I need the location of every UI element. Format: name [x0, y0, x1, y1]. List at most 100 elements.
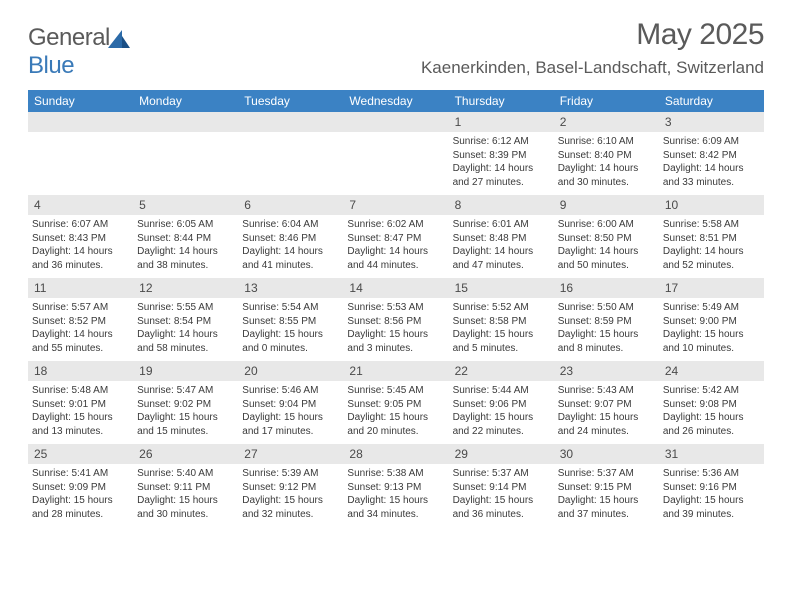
day-cell: 14Sunrise: 5:53 AMSunset: 8:56 PMDayligh…: [343, 278, 448, 361]
sunrise-line: Sunrise: 5:46 AM: [242, 384, 339, 398]
daylight-line-1: Daylight: 14 hours: [137, 328, 234, 342]
day-cell: 11Sunrise: 5:57 AMSunset: 8:52 PMDayligh…: [28, 278, 133, 361]
day-number: 8: [449, 195, 554, 215]
sunset-line: Sunset: 9:04 PM: [242, 398, 339, 412]
weekday-header: Wednesday: [343, 90, 448, 112]
day-number: 6: [238, 195, 343, 215]
sunset-line: Sunset: 8:51 PM: [663, 232, 760, 246]
day-content: Sunrise: 6:02 AMSunset: 8:47 PMDaylight:…: [343, 215, 448, 278]
day-number: [28, 112, 133, 132]
day-content: Sunrise: 5:58 AMSunset: 8:51 PMDaylight:…: [659, 215, 764, 278]
weekday-header: Saturday: [659, 90, 764, 112]
day-number: 17: [659, 278, 764, 298]
daylight-line-2: and 58 minutes.: [137, 342, 234, 356]
daylight-line-2: and 36 minutes.: [32, 259, 129, 273]
sunrise-line: Sunrise: 5:45 AM: [347, 384, 444, 398]
daylight-line-2: and 30 minutes.: [137, 508, 234, 522]
day-content: Sunrise: 6:00 AMSunset: 8:50 PMDaylight:…: [554, 215, 659, 278]
weekday-header: Thursday: [449, 90, 554, 112]
day-content: Sunrise: 5:44 AMSunset: 9:06 PMDaylight:…: [449, 381, 554, 444]
day-content: Sunrise: 5:50 AMSunset: 8:59 PMDaylight:…: [554, 298, 659, 361]
day-number: 26: [133, 444, 238, 464]
day-content: Sunrise: 5:41 AMSunset: 9:09 PMDaylight:…: [28, 464, 133, 527]
day-cell: 20Sunrise: 5:46 AMSunset: 9:04 PMDayligh…: [238, 361, 343, 444]
sunset-line: Sunset: 9:11 PM: [137, 481, 234, 495]
daylight-line-2: and 24 minutes.: [558, 425, 655, 439]
day-number: 21: [343, 361, 448, 381]
calendar-page: General Blue May 2025 Kaenerkinden, Base…: [0, 0, 792, 537]
day-cell: 22Sunrise: 5:44 AMSunset: 9:06 PMDayligh…: [449, 361, 554, 444]
day-cell: 7Sunrise: 6:02 AMSunset: 8:47 PMDaylight…: [343, 195, 448, 278]
sunrise-line: Sunrise: 5:47 AM: [137, 384, 234, 398]
sunrise-line: Sunrise: 5:55 AM: [137, 301, 234, 315]
logo-triangle-icon: [108, 27, 130, 45]
sunset-line: Sunset: 8:59 PM: [558, 315, 655, 329]
day-content: [133, 132, 238, 194]
day-number: 14: [343, 278, 448, 298]
day-content: Sunrise: 5:37 AMSunset: 9:15 PMDaylight:…: [554, 464, 659, 527]
daylight-line-1: Daylight: 15 hours: [347, 494, 444, 508]
day-cell: 13Sunrise: 5:54 AMSunset: 8:55 PMDayligh…: [238, 278, 343, 361]
sunrise-line: Sunrise: 6:01 AM: [453, 218, 550, 232]
daylight-line-1: Daylight: 15 hours: [32, 494, 129, 508]
day-cell: 24Sunrise: 5:42 AMSunset: 9:08 PMDayligh…: [659, 361, 764, 444]
daylight-line-1: Daylight: 15 hours: [453, 411, 550, 425]
sunrise-line: Sunrise: 5:38 AM: [347, 467, 444, 481]
month-title: May 2025: [421, 18, 764, 52]
brand-text: General Blue: [28, 24, 130, 80]
day-content: [28, 132, 133, 194]
day-cell: 23Sunrise: 5:43 AMSunset: 9:07 PMDayligh…: [554, 361, 659, 444]
day-content: Sunrise: 6:07 AMSunset: 8:43 PMDaylight:…: [28, 215, 133, 278]
sunrise-line: Sunrise: 5:52 AM: [453, 301, 550, 315]
daylight-line-1: Daylight: 15 hours: [242, 411, 339, 425]
day-cell: 6Sunrise: 6:04 AMSunset: 8:46 PMDaylight…: [238, 195, 343, 278]
sunrise-line: Sunrise: 5:49 AM: [663, 301, 760, 315]
day-content: Sunrise: 6:05 AMSunset: 8:44 PMDaylight:…: [133, 215, 238, 278]
day-number: 10: [659, 195, 764, 215]
daylight-line-2: and 41 minutes.: [242, 259, 339, 273]
day-cell: 1Sunrise: 6:12 AMSunset: 8:39 PMDaylight…: [449, 112, 554, 195]
day-content: Sunrise: 6:04 AMSunset: 8:46 PMDaylight:…: [238, 215, 343, 278]
daylight-line-1: Daylight: 15 hours: [558, 494, 655, 508]
sunrise-line: Sunrise: 6:09 AM: [663, 135, 760, 149]
sunrise-line: Sunrise: 5:36 AM: [663, 467, 760, 481]
day-content: [238, 132, 343, 194]
day-content: Sunrise: 5:38 AMSunset: 9:13 PMDaylight:…: [343, 464, 448, 527]
day-number: 24: [659, 361, 764, 381]
sunset-line: Sunset: 8:42 PM: [663, 149, 760, 163]
weekday-header-row: SundayMondayTuesdayWednesdayThursdayFrid…: [28, 90, 764, 112]
day-cell: [343, 112, 448, 195]
day-content: Sunrise: 5:57 AMSunset: 8:52 PMDaylight:…: [28, 298, 133, 361]
weeks-container: 1Sunrise: 6:12 AMSunset: 8:39 PMDaylight…: [28, 112, 764, 527]
sunset-line: Sunset: 9:00 PM: [663, 315, 760, 329]
sunset-line: Sunset: 9:08 PM: [663, 398, 760, 412]
location-text: Kaenerkinden, Basel-Landschaft, Switzerl…: [421, 58, 764, 78]
sunrise-line: Sunrise: 5:37 AM: [453, 467, 550, 481]
daylight-line-1: Daylight: 15 hours: [558, 328, 655, 342]
daylight-line-2: and 32 minutes.: [242, 508, 339, 522]
daylight-line-2: and 37 minutes.: [558, 508, 655, 522]
sunrise-line: Sunrise: 5:50 AM: [558, 301, 655, 315]
sunrise-line: Sunrise: 6:07 AM: [32, 218, 129, 232]
daylight-line-2: and 15 minutes.: [137, 425, 234, 439]
week-row: 4Sunrise: 6:07 AMSunset: 8:43 PMDaylight…: [28, 195, 764, 278]
daylight-line-1: Daylight: 15 hours: [32, 411, 129, 425]
day-cell: 15Sunrise: 5:52 AMSunset: 8:58 PMDayligh…: [449, 278, 554, 361]
daylight-line-1: Daylight: 14 hours: [453, 162, 550, 176]
daylight-line-2: and 50 minutes.: [558, 259, 655, 273]
day-number: 28: [343, 444, 448, 464]
day-number: 18: [28, 361, 133, 381]
sunset-line: Sunset: 8:40 PM: [558, 149, 655, 163]
day-number: 27: [238, 444, 343, 464]
sunset-line: Sunset: 9:13 PM: [347, 481, 444, 495]
sunset-line: Sunset: 8:54 PM: [137, 315, 234, 329]
sunset-line: Sunset: 8:58 PM: [453, 315, 550, 329]
daylight-line-1: Daylight: 15 hours: [347, 328, 444, 342]
day-cell: 9Sunrise: 6:00 AMSunset: 8:50 PMDaylight…: [554, 195, 659, 278]
daylight-line-2: and 55 minutes.: [32, 342, 129, 356]
daylight-line-2: and 13 minutes.: [32, 425, 129, 439]
day-cell: 8Sunrise: 6:01 AMSunset: 8:48 PMDaylight…: [449, 195, 554, 278]
daylight-line-1: Daylight: 14 hours: [558, 162, 655, 176]
day-number: 11: [28, 278, 133, 298]
daylight-line-2: and 3 minutes.: [347, 342, 444, 356]
